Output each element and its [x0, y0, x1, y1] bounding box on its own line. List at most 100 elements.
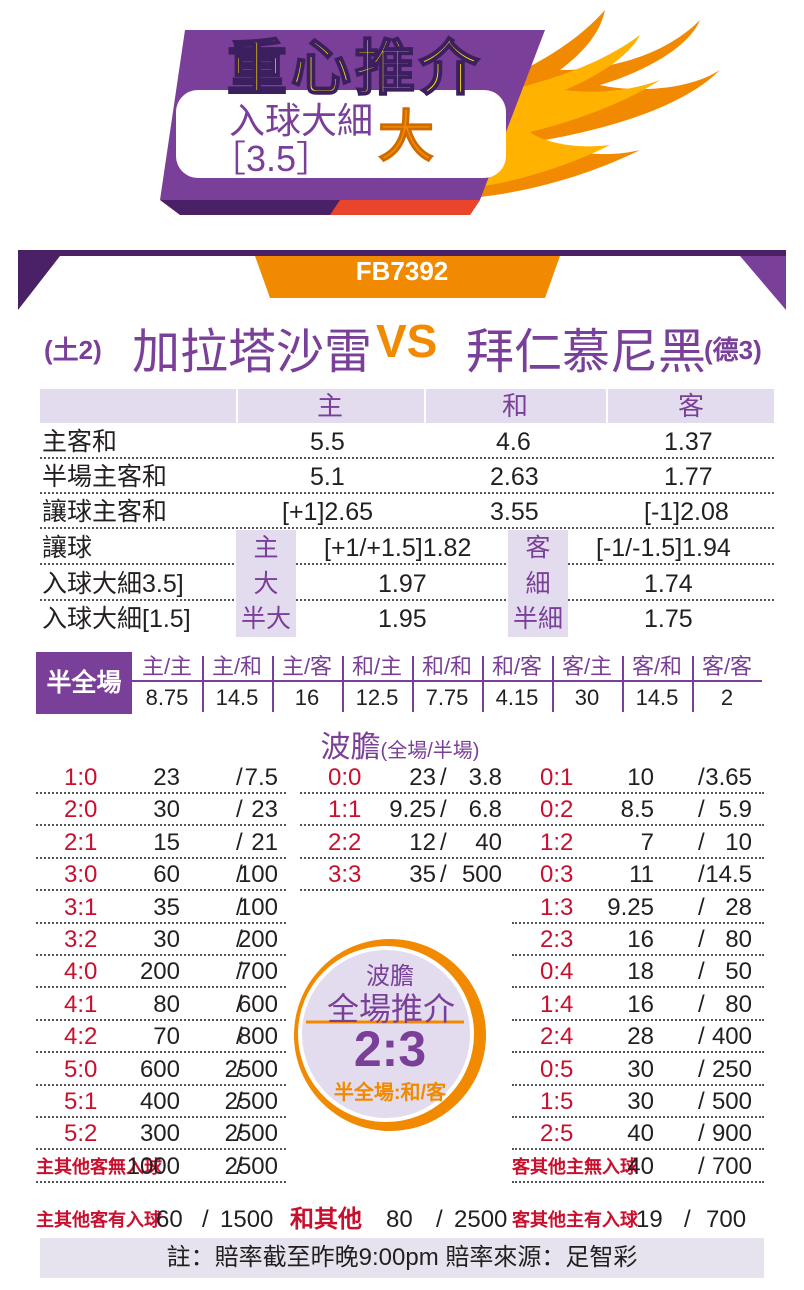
separator: /: [698, 1152, 705, 1180]
handicap-row: 讓球 主 [+1/+1.5]1.82 客 [-1/-1.5]1.94: [40, 530, 774, 566]
full-time-odds: 400: [139, 1088, 180, 1115]
hf-header: 和/主: [342, 652, 412, 682]
score-label: 3:2: [64, 926, 98, 953]
score-label: 客其他主有入球: [512, 1210, 638, 1230]
full-time-odds: 600: [139, 1055, 180, 1083]
half-full-label: 半全場: [36, 652, 132, 714]
row-label: 入球大細3.5]: [42, 570, 184, 598]
full-time-odds: 16: [627, 926, 654, 953]
half-over-odds: 1.95: [378, 605, 427, 633]
score-label: 4:2: [64, 1023, 98, 1051]
away-team: 拜仁慕尼黑: [466, 326, 707, 379]
half-time-odds: 700: [237, 958, 278, 986]
half-time-odds: 700: [711, 1152, 752, 1180]
over-odds: 1.97: [378, 570, 427, 598]
recommended-score: 2:3: [353, 1021, 427, 1077]
divider: [342, 656, 344, 712]
hf-value: 30: [574, 685, 600, 710]
separator: /: [236, 828, 243, 856]
banner-inner-panel: [176, 90, 506, 178]
header-home: 主: [236, 389, 422, 423]
score-row: 3:2 30 /200: [36, 924, 286, 956]
hf-header: 客/主: [552, 652, 622, 682]
score-row: 1:4 16 / 80: [512, 989, 764, 1021]
score-label: 2:1: [64, 828, 98, 856]
half-time-odds: 2500: [224, 1120, 278, 1148]
separator: /: [236, 1088, 243, 1115]
score-row: 0:3 11 /14.5: [512, 859, 764, 892]
recommendation-subtitle: 全場推介: [326, 991, 455, 1027]
score-label: 4:0: [64, 958, 98, 986]
half-time-odds: 21: [251, 828, 278, 856]
score-label: 4:1: [64, 990, 98, 1018]
odds-row: 半場主客和 5.1 2.63 1.77: [40, 459, 774, 494]
home-rank: (土2): [44, 335, 102, 365]
market-line: ［3.5］: [209, 138, 333, 179]
handicap-home-odds: [+1/+1.5]1.82: [324, 534, 472, 562]
separator: /: [698, 893, 705, 921]
hf-header: 客/和: [622, 652, 692, 682]
tag-home: 主: [236, 530, 296, 566]
match-code: FB7392: [355, 256, 449, 286]
separator: /: [440, 861, 447, 889]
hf-header: 和/和: [412, 652, 482, 682]
half-time-odds: 400: [711, 1023, 752, 1051]
separator: /: [698, 1055, 705, 1083]
separator: /: [698, 1120, 705, 1148]
full-time-odds: 30: [627, 1055, 654, 1083]
score-label: 0:4: [540, 958, 574, 986]
handicap-away-odds: [-1/-1.5]1.94: [596, 534, 731, 562]
full-time-odds: 40: [627, 1120, 654, 1148]
tag-away: 客: [508, 530, 568, 566]
full-time-odds: 23: [153, 764, 180, 791]
recommendation-disc: [294, 939, 486, 1131]
home-team: 加拉塔沙雷: [132, 326, 373, 379]
half-time-odds: 800: [237, 1023, 278, 1051]
score-row: 2:3 16 / 80: [512, 924, 764, 956]
separator: /: [236, 796, 243, 824]
half-time-odds: 2500: [224, 1088, 278, 1115]
tag-over: 大: [236, 566, 296, 602]
score-label: 3:3: [328, 861, 362, 889]
score-row: 0:0 23/ 3.8: [300, 762, 510, 794]
hf-value: 7.75: [425, 685, 469, 710]
tag-half-under: 半細: [508, 601, 568, 637]
separator: /: [202, 1206, 209, 1233]
tag-under: 細: [508, 566, 568, 602]
separator: /: [698, 861, 705, 889]
odds-table-header: 主 和 客: [40, 389, 774, 423]
half-time-odds: 5.9: [718, 796, 752, 824]
separator: /: [698, 796, 705, 824]
half-full-col: 主/客 16: [272, 652, 342, 714]
score-label: 和其他: [290, 1206, 362, 1233]
banner-title: 重心推介: [226, 34, 483, 103]
hf-header: 客/客: [692, 652, 762, 682]
hf-value: 8.75: [145, 685, 189, 710]
hf-value: 4.15: [495, 685, 539, 710]
score-row: 0:2 8.5 / 5.9: [512, 794, 764, 827]
half-time-odds: 900: [711, 1120, 752, 1148]
score-label: 2:2: [328, 828, 362, 856]
score-row: 3:1 35 /100: [36, 892, 286, 924]
half-time-odds: 3.65: [705, 764, 752, 791]
full-time-odds: 200: [139, 958, 180, 986]
half-full-col: 客/主 30: [552, 652, 622, 714]
market-name: 入球大細: [228, 100, 373, 141]
half-full-col: 和/主 12.5: [342, 652, 412, 714]
score-row: 1:1 9.25/ 6.8: [300, 794, 510, 827]
score-row: 2:5 40 /900: [512, 1118, 764, 1151]
cs-title-note: (全場/半場): [380, 740, 480, 762]
full-time-odds: 12: [409, 828, 436, 856]
recommendation-title: 波膽: [366, 963, 414, 990]
separator: /: [698, 764, 705, 791]
separator: /: [236, 1152, 243, 1180]
full-time-odds: 70: [153, 1023, 180, 1051]
score-row: 2:2 12/ 40: [300, 827, 510, 859]
half-time-odds: 40: [475, 828, 502, 856]
score-label: 0:0: [328, 764, 362, 791]
score-label: 1:1: [328, 796, 362, 824]
score-label: 3:1: [64, 893, 98, 921]
divider: [622, 656, 624, 712]
score-row: 5:0 600 /2500: [36, 1054, 286, 1086]
full-time-odds: 1000: [126, 1152, 180, 1180]
